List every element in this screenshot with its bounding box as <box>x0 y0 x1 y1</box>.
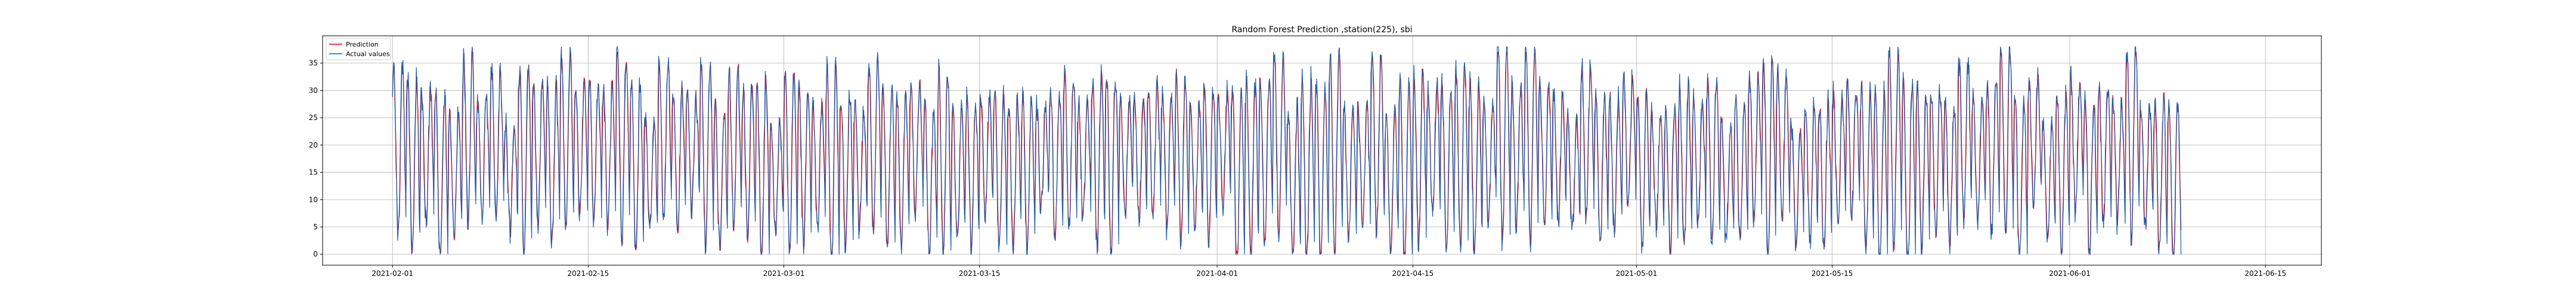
y-axis: 0 5 10 15 20 25 30 35 <box>309 59 323 259</box>
x-tick-label: 2021-03-15 <box>959 269 1001 278</box>
y-tick-label: 0 <box>313 250 318 259</box>
y-tick-label: 25 <box>309 113 318 122</box>
legend-label-prediction: Prediction <box>346 41 379 48</box>
series-layer <box>392 45 2182 256</box>
legend: Prediction Actual values <box>326 38 391 60</box>
y-tick-label: 35 <box>309 59 318 67</box>
x-tick-label: 2021-03-01 <box>763 269 805 278</box>
x-tick-label: 2021-05-15 <box>1812 269 1853 278</box>
x-tick-label: 2021-04-15 <box>1392 269 1433 278</box>
y-tick-label: 15 <box>309 168 318 177</box>
y-tick-label: 30 <box>309 86 318 94</box>
plot-frame <box>322 35 2322 266</box>
x-axis: 2021-02-01 2021-02-15 2021-03-01 2021-03-15… <box>371 265 2286 278</box>
x-tick-label: 2021-02-15 <box>567 269 609 278</box>
chart-title: Random Forest Prediction ,station(225), … <box>1231 25 1412 35</box>
x-tick-label: 2021-06-01 <box>2049 269 2091 278</box>
legend-box <box>326 38 391 60</box>
y-tick-label: 5 <box>313 223 318 231</box>
y-tick-label: 10 <box>309 195 318 204</box>
series-line-actual-values <box>392 45 2182 256</box>
x-tick-label: 2021-05-01 <box>1616 269 1658 278</box>
x-tick-label: 2021-02-01 <box>371 269 413 278</box>
y-tick-label: 20 <box>309 141 318 149</box>
x-tick-label: 2021-06-15 <box>2244 269 2286 278</box>
legend-label-actual-values: Actual values <box>346 50 390 58</box>
x-tick-label: 2021-04-01 <box>1196 269 1238 278</box>
